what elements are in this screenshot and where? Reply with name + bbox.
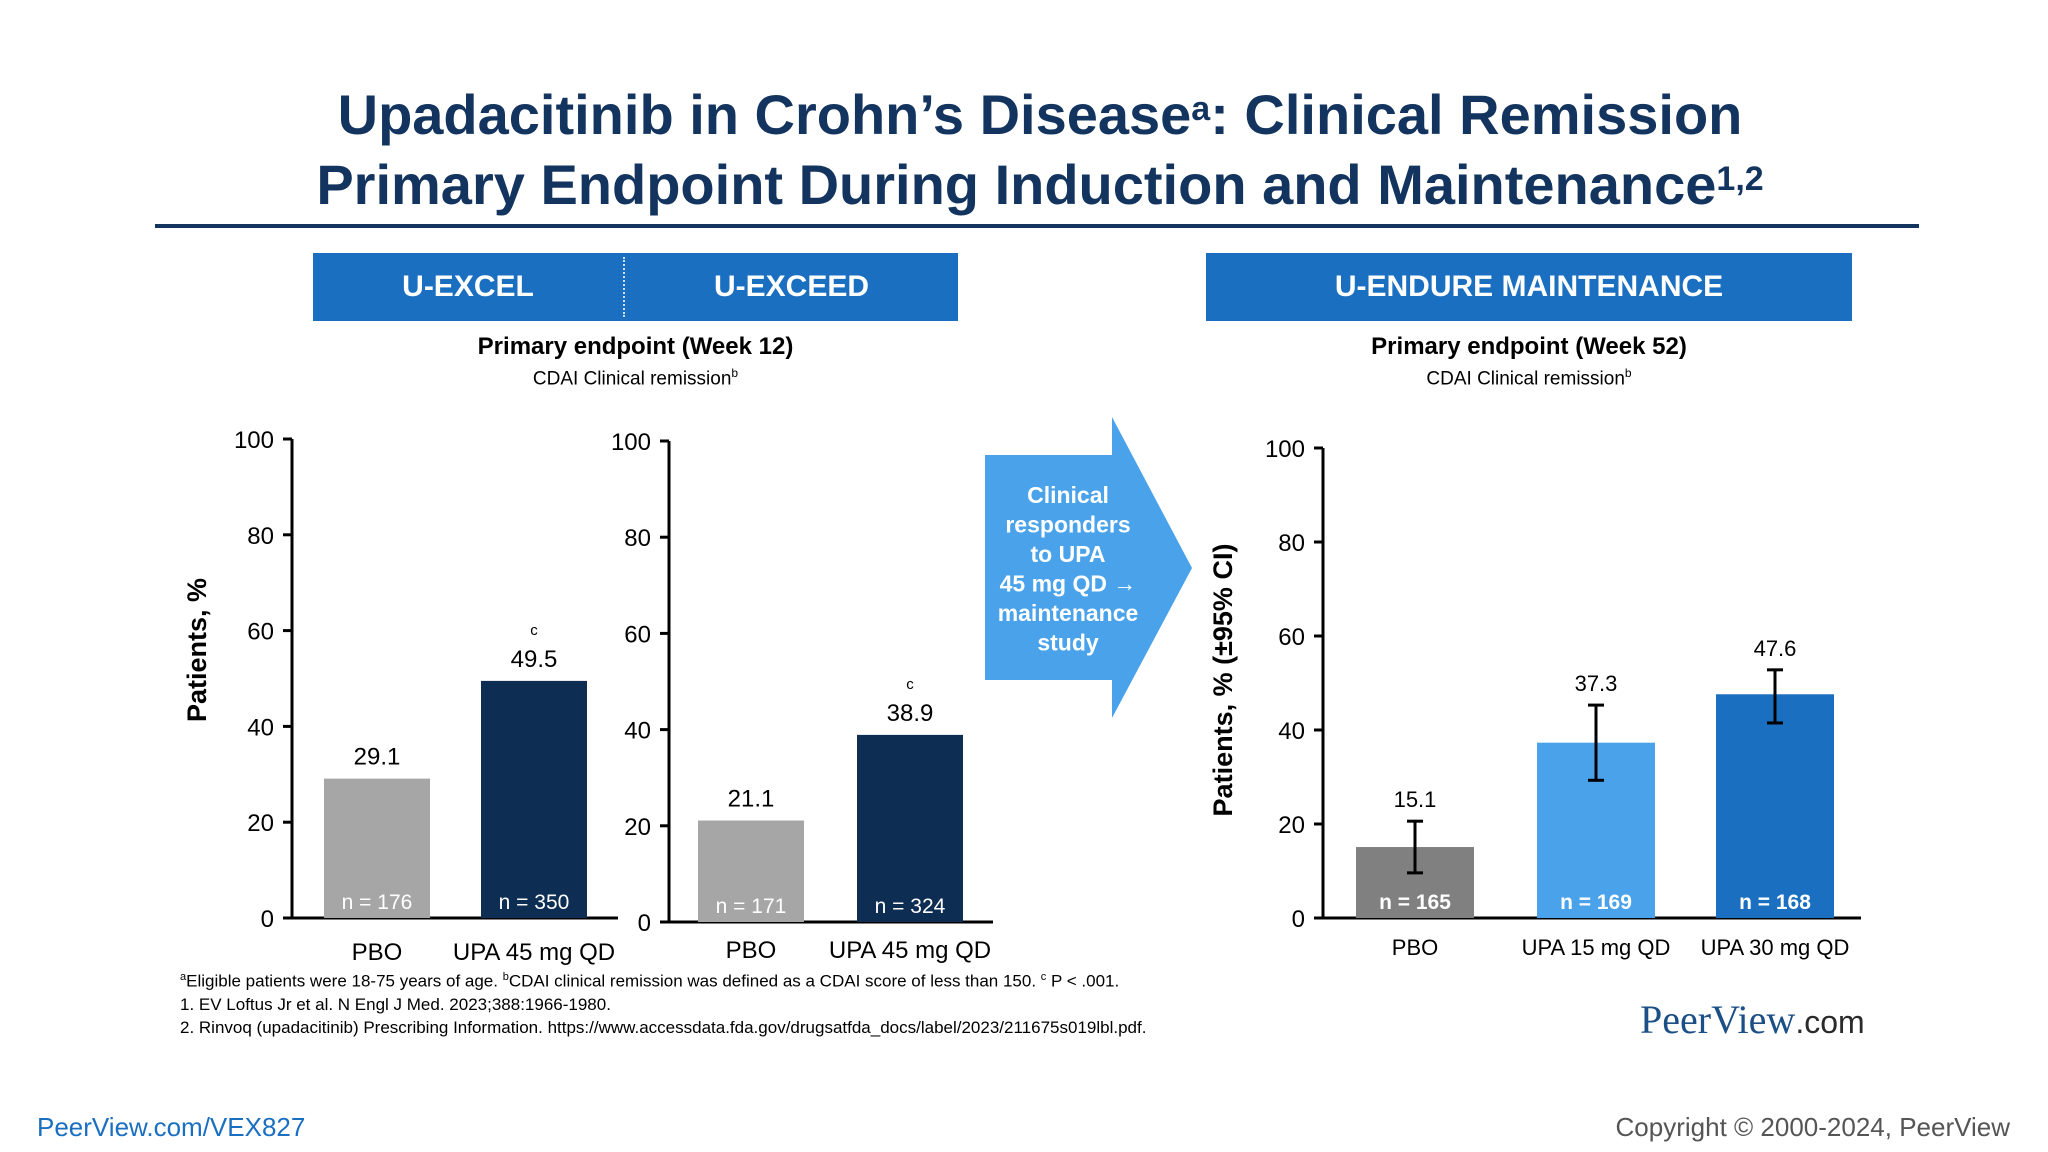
arrow-text-line: 45 mg QD → (1000, 571, 1137, 597)
bar-value-label: 49.5 (511, 646, 558, 673)
bar-value-label: 29.1 (354, 744, 401, 771)
y-tick-label: 80 (1278, 530, 1305, 557)
y-tick-label: 100 (611, 429, 651, 456)
bar (1716, 694, 1834, 918)
band-divider (623, 257, 625, 317)
footnote-marker-a: a (180, 971, 187, 983)
y-tick-label: 60 (247, 619, 274, 646)
brand-name: PeerView (1640, 997, 1796, 1042)
y-tick-label: 0 (261, 906, 274, 933)
copyright: Copyright © 2000-2024, PeerView (1615, 1112, 2010, 1142)
chart-3: 0 20 40 60 80 100 Patients, % (±95% CI) n = 165… (1208, 436, 1861, 960)
slide-title: Upadacitinib in Crohn’s Diseasea: Clinic… (160, 80, 1920, 220)
y-tick-label: 100 (234, 427, 274, 454)
y-tick-label: 0 (1292, 906, 1305, 933)
arrow-text-line: Clinical (1027, 482, 1109, 508)
induction-subheader: CDAI Clinical remission (532, 368, 732, 390)
bar-n-label: n = 324 (875, 895, 946, 918)
band-u-exceed: U-EXCEED (713, 270, 870, 303)
band-induction: U-EXCEL U-EXCEED (313, 253, 958, 321)
y-tick-label: 60 (624, 621, 651, 648)
bar-value-label: 38.9 (887, 700, 934, 727)
responder-arrow-shape (985, 417, 1192, 718)
y-tick-label: 100 (1265, 436, 1305, 463)
y-axis-label: Patients, % (182, 578, 212, 722)
significance-marker: c (530, 622, 538, 639)
title-sup-refs: 1,2 (1716, 160, 1764, 198)
bar-value-label: 37.3 (1575, 671, 1618, 696)
y-tick-label: 40 (247, 714, 274, 741)
title-rule (155, 224, 1919, 228)
x-category-label: PBO (352, 939, 403, 966)
reference-1: 1. EV Loftus Jr et al. N Engl J Med. 202… (180, 994, 611, 1014)
induction-header: Primary endpoint (Week 12) CDAI Clinical… (313, 332, 958, 390)
maintenance-header: Primary endpoint (Week 52) CDAI Clinical… (1206, 332, 1852, 390)
x-category-label: UPA 45 mg QD (453, 939, 615, 966)
y-tick-label: 20 (1278, 812, 1305, 839)
bar (481, 680, 587, 918)
bar-n-label: n = 165 (1379, 891, 1451, 914)
y-tick-label: 20 (624, 814, 651, 841)
significance-marker: c (906, 676, 914, 693)
arrow-text-line: responders (1005, 512, 1130, 538)
bar-n-label: n = 350 (499, 891, 570, 914)
title-sup-a: a (1191, 90, 1211, 128)
arrow-text-line: maintenance (998, 600, 1139, 626)
footnote-b-text: CDAI clinical remission was defined as a… (508, 971, 1041, 991)
band-u-endure: U-ENDURE MAINTENANCE (1334, 270, 1724, 303)
footer-link[interactable]: PeerView.com/VEX827 (37, 1112, 306, 1142)
y-tick-label: 20 (247, 810, 274, 837)
y-tick-label: 40 (624, 718, 651, 745)
maintenance-subheader: CDAI Clinical remission (1426, 368, 1625, 390)
chart-2: 0 20 40 60 80 100 n = 171 21.1 PBO n = 324 38.9 c UP… (611, 429, 993, 964)
x-category-label: UPA 15 mg QD (1522, 935, 1671, 960)
induction-endpoint: Primary endpoint (Week 12) (477, 333, 794, 360)
y-axis-label: Patients, % (±95% CI) (1208, 544, 1238, 817)
x-category-label: UPA 45 mg QD (829, 937, 991, 964)
x-category-label: PBO (726, 937, 777, 964)
bar-n-label: n = 176 (342, 891, 413, 914)
maintenance-endpoint: Primary endpoint (Week 52) (1371, 333, 1687, 360)
chart-1: 0 20 40 60 80 100 Patients, % n = 176 29.1 PBO n =… (182, 427, 618, 966)
footnote-marker-c: c (1040, 971, 1047, 983)
responder-arrow-text: Clinical responders to UPA 45 mg QD → mainte… (998, 482, 1139, 656)
bar-n-label: n = 168 (1739, 891, 1811, 914)
band-u-excel: U-EXCEL (402, 270, 534, 303)
y-tick-label: 0 (638, 910, 651, 937)
band-maintenance: U-ENDURE MAINTENANCE (1206, 253, 1852, 321)
footnote-marker-b: b (502, 971, 509, 983)
bar-value-label: 21.1 (728, 786, 775, 813)
bar (324, 778, 430, 918)
title-line2: Primary Endpoint During Induction and Ma… (316, 153, 1717, 216)
title-line1: Upadacitinib in Crohn’s Disease (337, 83, 1192, 146)
x-category-label: UPA 30 mg QD (1701, 935, 1850, 960)
x-category-label: PBO (1392, 935, 1438, 960)
brand-suffix: .com (1795, 1004, 1865, 1040)
bar-n-label: n = 169 (1560, 891, 1632, 914)
bar-value-label: 47.6 (1754, 636, 1797, 661)
y-tick-label: 80 (624, 525, 651, 552)
bar-n-label: n = 171 (716, 895, 787, 918)
y-tick-label: 80 (247, 523, 274, 550)
bar-value-label: 15.1 (1394, 787, 1437, 812)
footnote-c-text: P < .001. (1046, 971, 1120, 991)
peerview-logo: PeerView.com (1640, 996, 1865, 1043)
bar (857, 734, 963, 922)
y-tick-label: 40 (1278, 718, 1305, 745)
bar (698, 820, 804, 922)
reference-2: 2. Rinvoq (upadacitinib) Prescribing Inf… (180, 1017, 1147, 1037)
induction-sup-b: b (731, 366, 739, 380)
maintenance-sup-b: b (1624, 366, 1632, 380)
title-line1-rest: : Clinical Remission (1210, 83, 1743, 146)
footnote-a-text: Eligible patients were 18-75 years of ag… (186, 971, 503, 991)
y-tick-label: 60 (1278, 624, 1305, 651)
footnotes: aEligible patients were 18-75 years of a… (180, 966, 1146, 1039)
arrow-text-line: to UPA (1031, 541, 1106, 567)
arrow-text-line: study (1037, 630, 1099, 656)
